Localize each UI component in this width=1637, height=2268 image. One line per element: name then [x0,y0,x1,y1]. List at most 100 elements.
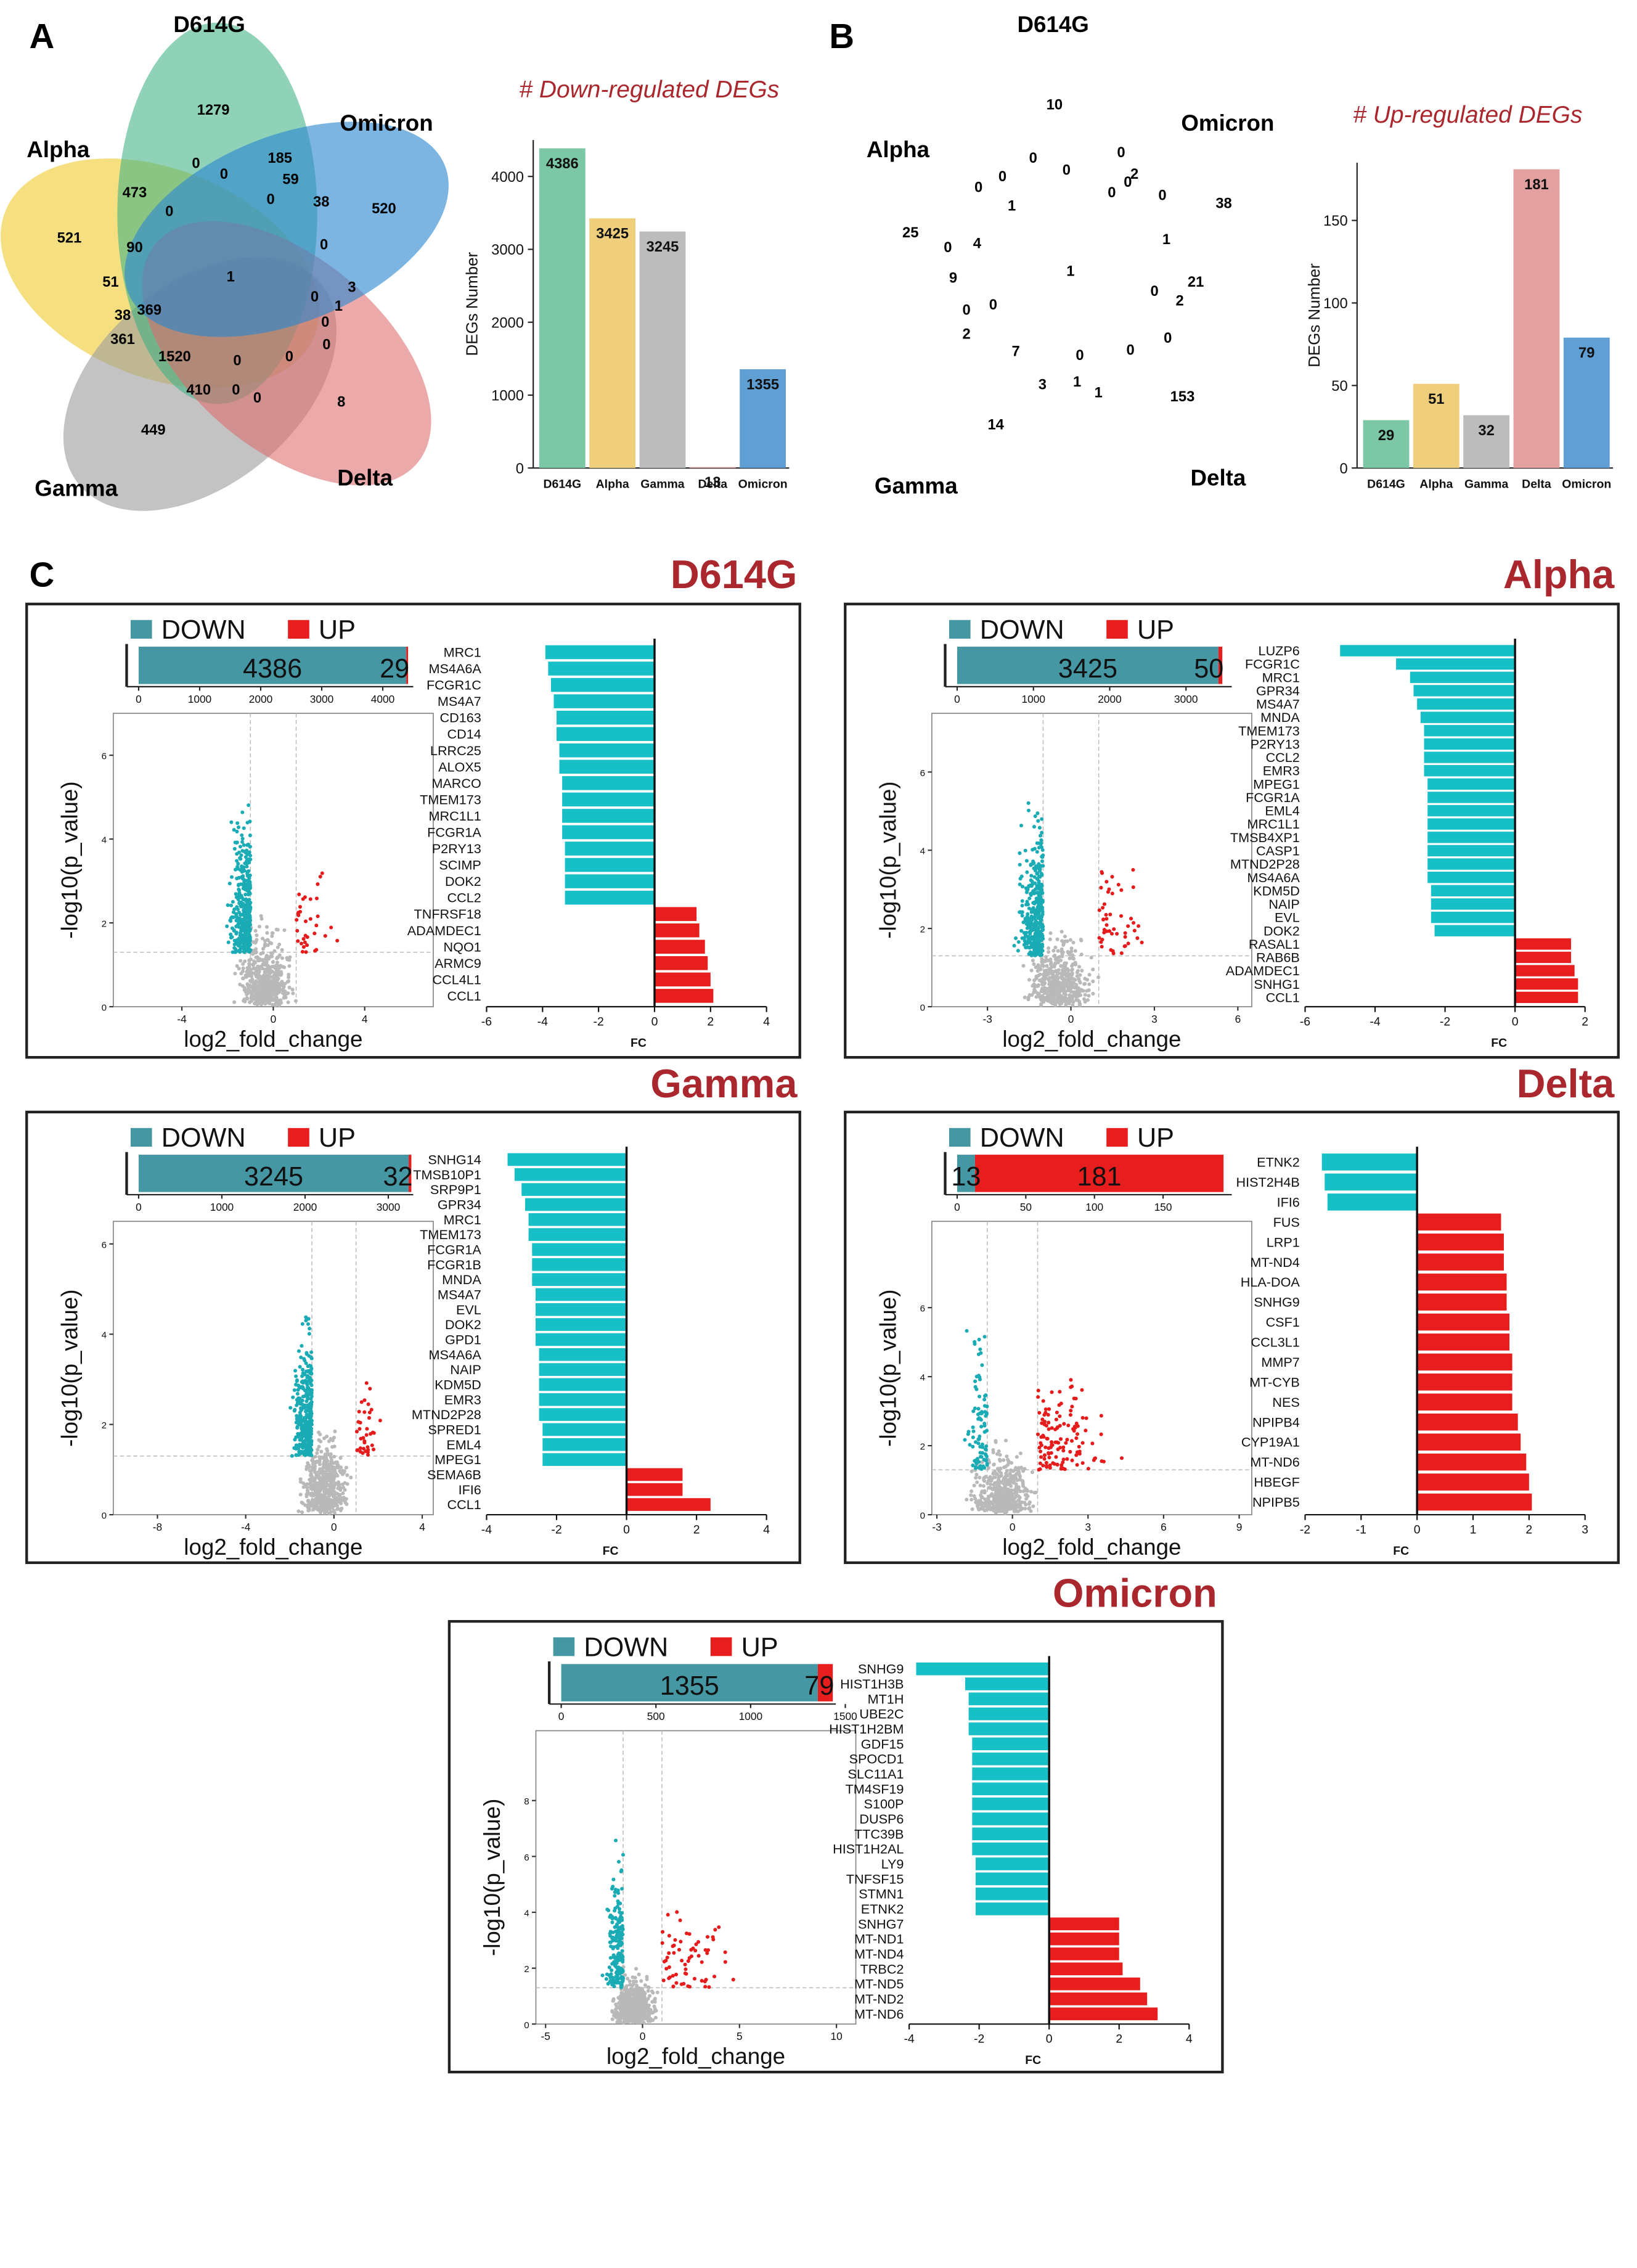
volcano-point-ns [1071,994,1075,997]
volcano-point-up [355,1430,359,1433]
volcano-point-ns [1009,1484,1013,1488]
legend-swatch-up [711,1637,732,1656]
bar-value-label: 51 [1428,391,1444,407]
fc-bar-hist1h2bm [969,1722,1050,1735]
volcano-point-down [242,868,246,872]
fc-gene-label: MARCO [431,776,481,791]
volcano-point-ns [259,914,263,918]
volcano-point-ns [330,1470,333,1474]
volcano-x-tick-label: 10 [830,2030,842,2042]
volcano-point-ns [331,1439,335,1443]
volcano-point-down [246,901,250,905]
volcano-point-down [1035,877,1039,881]
volcano-point-up [1050,1390,1054,1394]
volcano-point-up [1065,1457,1069,1461]
volcano-point-ns [248,1001,251,1004]
volcano-point-up [1054,1455,1058,1459]
volcano-point-down [978,1378,982,1382]
volcano-point-ns [993,1470,997,1473]
volcano-point-up [329,925,333,929]
fc-gene-label: MS4A7 [438,694,481,709]
volcano-point-down [1024,917,1027,920]
fc-bar-fcgr1a [1427,792,1515,803]
volcano-point-up [704,1948,708,1952]
volcano-point-down [1017,940,1021,944]
volcano-point-ns [976,1503,979,1507]
volcano-point-down [984,1453,987,1457]
volcano-point-ns [624,1992,628,1996]
volcano-point-down [1023,943,1026,947]
fc-bar-ube2c [969,1708,1050,1721]
volcano-point-down [1018,863,1022,867]
volcano-point-ns [325,1435,329,1438]
volcano-point-ns [1006,1492,1010,1496]
volcano-point-ns [973,1484,976,1488]
volcano-point-ns [247,959,251,962]
volcano-point-ns [1002,1505,1006,1509]
volcano-point-up [1068,1450,1072,1454]
fc-bar-luzp6 [1340,645,1515,656]
volcano-point-down [237,825,240,829]
volcano-point-down [610,1887,614,1891]
volcano-point-down [234,841,237,845]
volcano-point-down [1023,936,1026,940]
volcano-point-down [982,1422,986,1425]
volcano-point-ns [254,929,258,933]
volcano-point-ns [642,2012,646,2015]
volcano-point-up [1058,1414,1061,1418]
volcano-point-up [705,1951,709,1955]
volcano-point-down [235,877,239,880]
venn-count: 473 [123,184,147,201]
volcano-point-up [1119,888,1123,892]
volcano-point-down [605,1977,608,1981]
fc-bar-mt1h [969,1692,1050,1705]
legend-label-up: UP [741,1632,778,1662]
volcano-point-ns [994,1483,997,1486]
volcano-y-tick-label: 4 [102,1330,107,1341]
volcano-point-ns [611,2017,614,2021]
venn-count: 1 [1095,385,1103,401]
volcano-point-ns [307,1505,311,1509]
volcano-point-down [241,837,245,841]
volcano-y-tick-label: 2 [102,1420,107,1431]
volcano-point-ns [1071,962,1075,966]
volcano-point-ns [327,1494,331,1498]
volcano-point-ns [637,2008,640,2012]
volcano-point-down [620,1927,624,1931]
volcano-point-down [1030,880,1034,883]
fc-x-tick-label: 2 [1582,1015,1588,1028]
volcano-point-up [1129,917,1133,920]
volcano-x-label: log2_fold_change [1002,1026,1181,1052]
volcano-point-ns [345,1466,348,1470]
volcano-point-down [234,892,238,896]
volcano-point-ns [345,1502,348,1506]
stacked-tick-label: 100 [1085,1201,1103,1213]
volcano-point-ns [1053,962,1057,966]
volcano-point-down [1034,934,1037,938]
venn-label-gamma: Gamma [35,476,118,501]
volcano-point-ns [277,943,281,946]
volcano-point-ns [639,1979,643,1983]
volcano-point-down [240,811,244,814]
volcano-point-down [240,865,243,869]
volcano-point-ns [1030,968,1034,972]
volcano-point-ns [1015,1504,1019,1507]
volcano-point-ns [324,1466,327,1470]
volcano-point-ns [254,970,258,974]
volcano-point-up [368,1387,372,1391]
x-tick-label: D614G [1367,478,1405,491]
volcano-point-ns [624,2004,627,2007]
volcano-point-down [303,1373,306,1377]
volcano-point-down [606,1909,610,1912]
fc-bar-srp9p1 [521,1183,626,1196]
volcano-point-down [309,1397,312,1401]
volcano-point-up [295,929,299,933]
fc-bar-mrc1 [529,1213,627,1226]
volcano-point-up [674,1981,678,1985]
volcano-point-down [226,903,230,907]
volcano-point-ns [1048,982,1052,986]
fc-gene-label: TMEM173 [420,1227,481,1242]
volcano-point-down [1035,929,1039,933]
volcano-point-down [1036,926,1040,930]
volcano-point-ns [965,1497,968,1501]
